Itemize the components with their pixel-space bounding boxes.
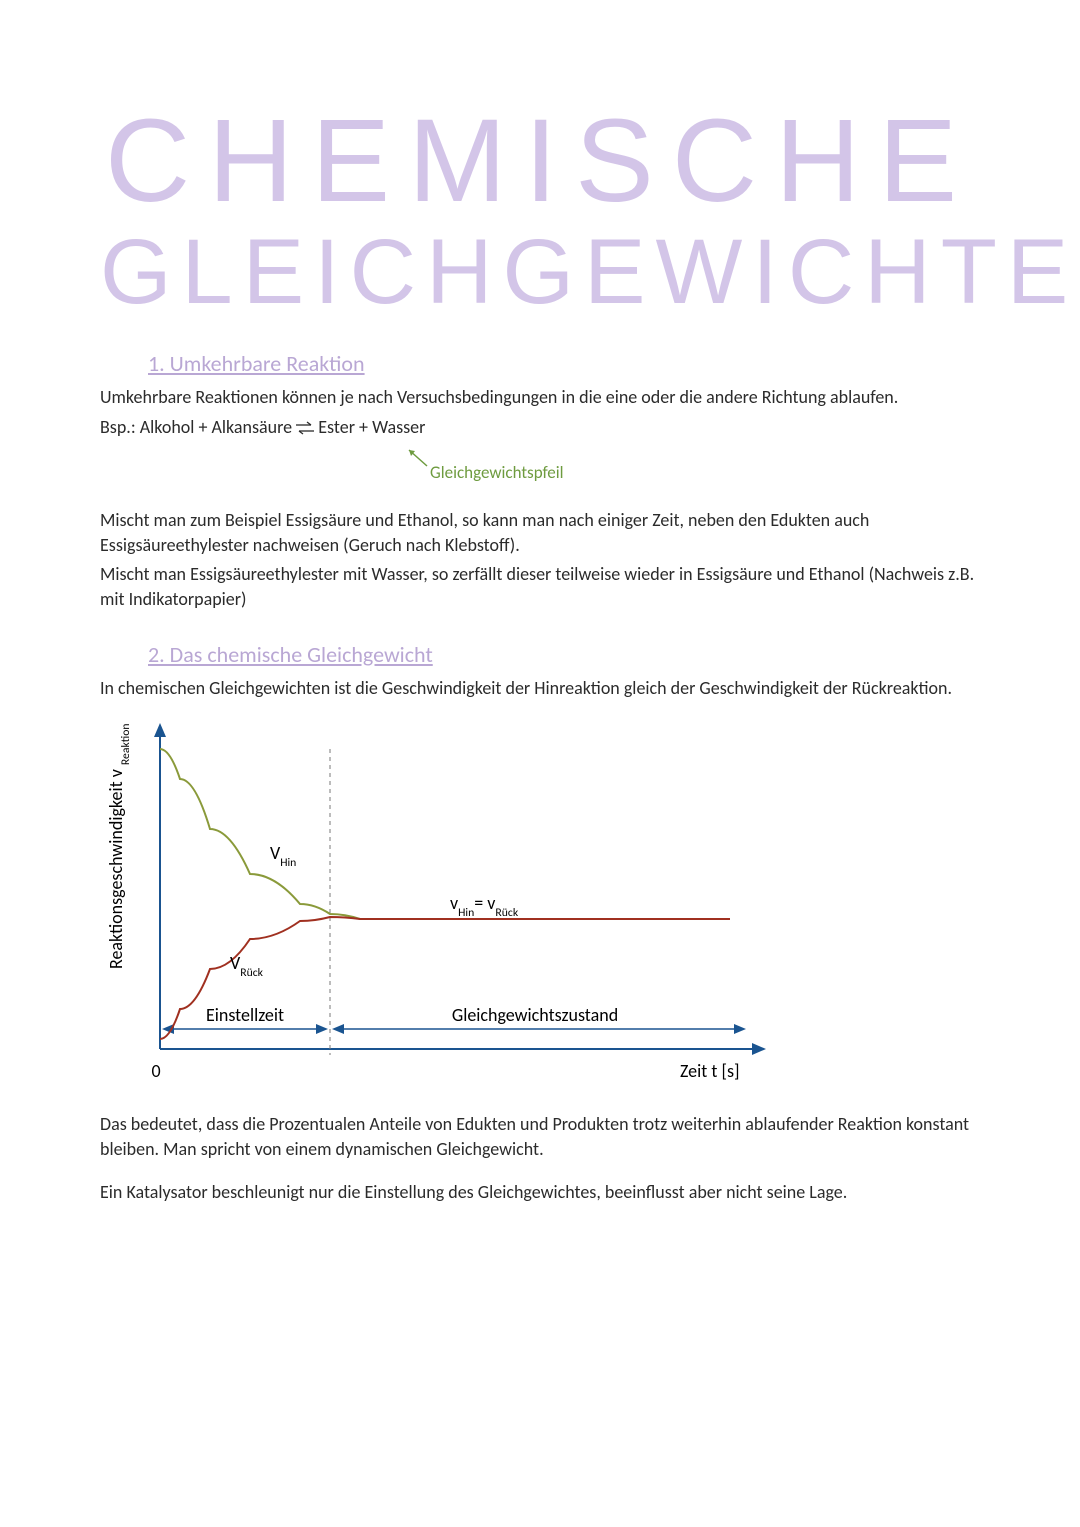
section-2-p1: In chemischen Gleichgewichten ist die Ge… xyxy=(100,676,980,701)
section-1-heading: 1. Umkehrbare Reaktion xyxy=(148,350,980,377)
title-line-2: GLEICHGEWICHTE xyxy=(100,224,980,321)
section-2-p3: Ein Katalysator beschleunigt nur die Ein… xyxy=(100,1180,980,1205)
eq-suffix: Ester + Wasser xyxy=(314,416,425,438)
svg-text:Einstellzeit: Einstellzeit xyxy=(206,1004,284,1026)
equation-line: Bsp.: Alkohol + Alkansäure Ester + Wasse… xyxy=(100,415,980,440)
svg-text:Gleichgewichtszustand: Gleichgewichtszustand xyxy=(452,1004,618,1026)
eq-prefix: Bsp.: Alkohol + Alkansäure xyxy=(100,416,296,438)
svg-text:0: 0 xyxy=(151,1060,160,1082)
svg-text:vHin= vRück: vHin= vRück xyxy=(450,892,519,920)
section-2-heading: 2. Das chemische Gleichgewicht xyxy=(148,641,980,668)
svg-text:VHin: VHin xyxy=(270,842,296,870)
svg-text:Zeit t [s]: Zeit t [s] xyxy=(680,1060,740,1082)
reaction-rate-chart: Reaktionsgeschwindigkeit v Reaktion Zeit … xyxy=(100,709,980,1094)
equilibrium-arrow-icon xyxy=(296,421,314,435)
section-2-p2: Das bedeutet, dass die Prozentualen Ante… xyxy=(100,1112,980,1162)
section-1-p3: Mischt man Essigsäureethylester mit Wass… xyxy=(100,562,980,612)
section-1-p2: Mischt man zum Beispiel Essigsäure und E… xyxy=(100,508,980,558)
svg-text:VRück: VRück xyxy=(230,952,264,980)
section-1-p1: Umkehrbare Reaktionen können je nach Ver… xyxy=(100,385,980,410)
svg-text:Reaktionsgeschwindigkeit v Rea: Reaktionsgeschwindigkeit v Reaktion xyxy=(105,723,133,969)
annotation-arrow-icon xyxy=(403,444,433,474)
annotation-wrap: Gleichgewichtspfeil xyxy=(100,444,980,490)
document-page: CHEMISCHE GLEICHGEWICHTE 1. Umkehrbare R… xyxy=(0,0,1080,1205)
title-line-1: CHEMISCHE xyxy=(100,100,980,224)
title-block: CHEMISCHE GLEICHGEWICHTE xyxy=(100,100,980,320)
annotation-label: Gleichgewichtspfeil xyxy=(430,462,564,483)
